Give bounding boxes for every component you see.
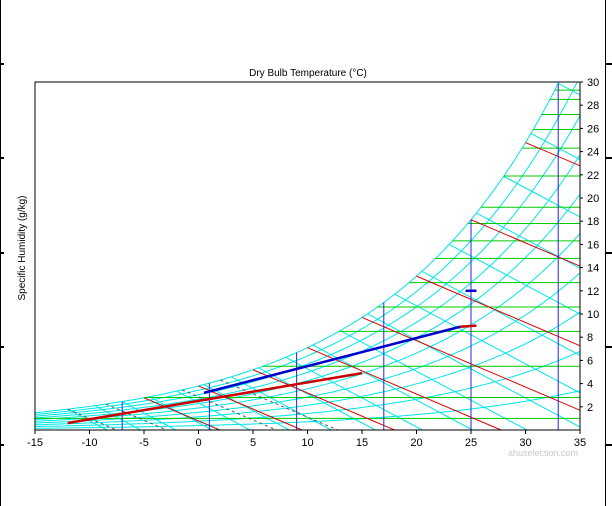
process-line bbox=[203, 325, 461, 395]
frame-left-tick bbox=[0, 252, 4, 254]
frame-left-tick bbox=[0, 346, 4, 348]
x-tick-label: 15 bbox=[356, 437, 368, 449]
frame-right-tick bbox=[605, 252, 612, 254]
frame-right-tick bbox=[605, 157, 612, 159]
enthalpy-line bbox=[307, 347, 502, 430]
frame-left-tick bbox=[0, 63, 4, 65]
y-tick-label: 6 bbox=[587, 355, 593, 367]
x-tick-label: 0 bbox=[195, 437, 201, 449]
y-tick-label: 12 bbox=[587, 286, 599, 298]
x-tick-label: 5 bbox=[250, 437, 256, 449]
y-tick-label: 10 bbox=[587, 309, 599, 321]
frame-right-tick bbox=[605, 346, 612, 348]
wet-bulb-line bbox=[121, 401, 176, 430]
wet-bulb-line bbox=[203, 384, 290, 430]
enthalpy-dashed-line bbox=[105, 403, 167, 430]
y-tick-label: 24 bbox=[587, 147, 599, 159]
x-tick-label: -15 bbox=[27, 437, 43, 449]
rh-curve bbox=[35, 82, 560, 414]
rh-curve bbox=[35, 350, 580, 427]
enthalpy-dashed-line bbox=[143, 397, 220, 430]
wet-bulb-line bbox=[94, 405, 141, 430]
x-tick-label: 30 bbox=[519, 437, 531, 449]
enthalpy-line bbox=[470, 219, 580, 267]
y-tick-label: 26 bbox=[587, 123, 599, 135]
enthalpy-line bbox=[580, 37, 612, 430]
watermark: ahuselection.com bbox=[508, 448, 578, 458]
rh-curve bbox=[35, 154, 580, 419]
plot-border bbox=[34, 81, 581, 431]
wet-bulb-line bbox=[312, 344, 473, 430]
rh-curve bbox=[35, 233, 580, 422]
chart-title: Dry Bulb Temperature (°C) bbox=[249, 68, 367, 79]
enthalpy-line bbox=[252, 369, 395, 430]
y-tick-label: 28 bbox=[587, 100, 599, 112]
plot-area bbox=[35, 37, 612, 430]
enthalpy-line bbox=[198, 385, 303, 430]
y-tick-label: 30 bbox=[587, 77, 599, 89]
frame-left-tick bbox=[0, 157, 4, 159]
y-tick-label: 2 bbox=[587, 402, 593, 414]
wet-bulb-line bbox=[448, 243, 580, 315]
frame-right-tick bbox=[605, 444, 612, 446]
wet-bulb-line bbox=[530, 132, 580, 161]
y-tick-label: 22 bbox=[587, 170, 599, 182]
wet-bulb-line bbox=[476, 212, 580, 269]
x-tick-label: -10 bbox=[82, 437, 98, 449]
enthalpy-dashed-line bbox=[181, 389, 277, 430]
wet-bulb-line bbox=[367, 313, 580, 428]
y-tick-label: 14 bbox=[587, 263, 599, 275]
y-tick-label: 4 bbox=[587, 379, 593, 391]
wet-bulb-line bbox=[258, 367, 376, 430]
axes: -15 -10 -5 0 5 10 15 20 25 30 35246810121416182022… bbox=[27, 77, 599, 449]
y-tick-label: 16 bbox=[587, 239, 599, 251]
y-axis-label: Specific Humidity (g/kg) bbox=[17, 195, 28, 300]
x-tick-label: 10 bbox=[301, 437, 313, 449]
x-tick-label: 20 bbox=[410, 437, 422, 449]
frame-left-tick bbox=[0, 444, 4, 446]
rh-curve bbox=[35, 115, 580, 417]
y-tick-label: 18 bbox=[587, 216, 599, 228]
rh-curve bbox=[35, 311, 580, 426]
process-line bbox=[460, 324, 477, 329]
wet-bulb-line bbox=[557, 82, 580, 96]
y-tick-label: 8 bbox=[587, 332, 593, 344]
wet-bulb-line bbox=[339, 330, 528, 430]
rh-curve bbox=[35, 390, 580, 429]
y-tick-label: 20 bbox=[587, 193, 599, 205]
wet-bulb-line bbox=[421, 270, 580, 356]
frame-right-tick bbox=[605, 63, 612, 65]
wet-bulb-line bbox=[230, 376, 332, 430]
x-tick-label: -5 bbox=[139, 437, 149, 449]
wet-bulb-line bbox=[285, 356, 423, 430]
wet-bulb-line bbox=[394, 293, 580, 394]
x-tick-label: 35 bbox=[574, 437, 586, 449]
enthalpy-line bbox=[416, 275, 580, 347]
enthalpy-line bbox=[361, 316, 580, 411]
x-tick-label: 25 bbox=[465, 437, 477, 449]
process-line bbox=[67, 371, 363, 425]
